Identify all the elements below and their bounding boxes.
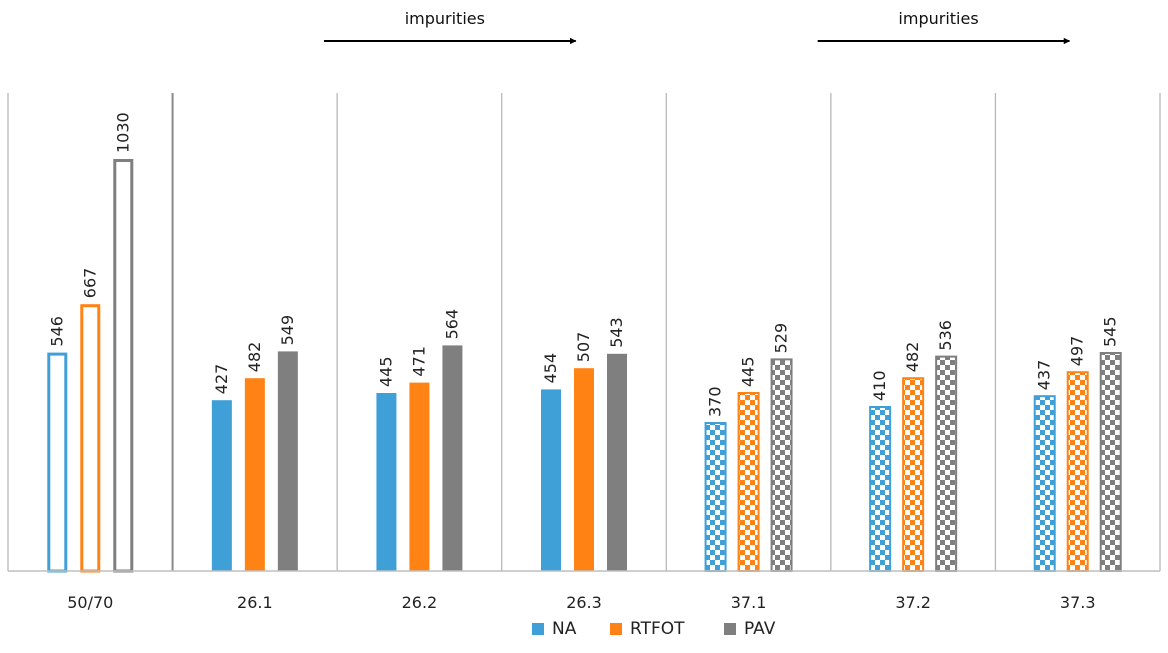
bar-pav-26-3 [607,353,627,571]
value-label-rtfot-37-3: 497 [1068,336,1087,367]
bar-pav-50-70 [113,159,134,573]
value-label-pav-37-3: 545 [1101,316,1120,347]
value-label-rtfot-50-70: 667 [80,268,99,299]
value-label-na-26-3: 454 [541,353,560,384]
value-label-na-37-3: 437 [1035,360,1054,391]
value-label-pav-37-2: 536 [936,320,955,351]
bar-na-26-1 [211,400,232,571]
bar-rtfot-26-1 [244,378,265,571]
value-label-pav-26-2: 564 [442,309,461,340]
legend-label-pav: PAV [744,619,776,639]
bar-na-26-3 [541,389,561,571]
value-label-na-50-70: 546 [47,316,66,347]
category-label-37-3: 37.3 [1060,593,1096,612]
category-label-26-1: 26.1 [237,593,273,612]
bars [47,159,1122,573]
value-label-pav-26-3: 543 [607,317,626,348]
bar-pav-37-2 [935,355,958,572]
value-labels: 546 667 1030 427 482 549 445 471 564 454 507 543 370… [47,112,1119,417]
bar-pav-37-1 [770,358,793,572]
bar-rtfot-26-3 [574,368,594,571]
impurities-label-2: impurities [898,9,978,28]
value-label-pav-37-1: 529 [772,323,791,354]
value-label-na-37-1: 370 [706,386,725,417]
legend-label-rtfot: RTFOT [630,619,685,639]
category-label-37-1: 37.1 [731,593,767,612]
category-label-26-2: 26.2 [402,593,438,612]
bar-pav-26-2 [442,345,463,571]
bar-rtfot-37-3 [1066,371,1089,573]
bar-na-37-3 [1033,395,1056,573]
legend-label-na: NA [552,619,577,639]
value-label-rtfot-26-1: 482 [245,342,264,373]
bar-rtfot-26-2 [409,382,430,571]
bar-na-50-70 [47,352,68,573]
category-separators [7,93,1161,571]
annotations: impurities impurities [323,9,1071,45]
value-label-na-26-1: 427 [212,364,231,395]
bar-pav-26-1 [277,351,298,571]
bar-rtfot-37-2 [902,377,925,573]
value-label-rtfot-26-3: 507 [574,332,593,363]
category-labels: 50/70 26.1 26.2 26.3 37.1 37.2 37.3 [67,593,1095,612]
impurities-label-1: impurities [405,9,485,28]
value-label-rtfot-37-1: 445 [739,356,758,387]
value-label-pav-26-1: 549 [278,315,297,346]
bar-na-26-2 [376,393,397,571]
value-label-na-26-2: 445 [376,356,395,387]
legend: NA RTFOT PAV [532,619,776,639]
bar-rtfot-50-70 [80,304,101,573]
value-label-rtfot-37-2: 482 [903,342,922,373]
legend-swatch-rtfot [610,623,622,635]
bar-na-37-2 [869,406,892,572]
bar-pav-37-3 [1099,352,1122,572]
value-label-pav-50-70: 1030 [113,112,132,153]
category-label-50-70: 50/70 [67,593,113,612]
value-label-na-37-2: 410 [870,370,889,401]
value-label-rtfot-26-2: 471 [409,346,428,377]
bar-na-37-1 [704,422,727,572]
legend-swatch-pav [724,623,736,635]
category-label-26-3: 26.3 [566,593,602,612]
legend-swatch-na [532,623,544,635]
bar-rtfot-37-1 [737,392,760,572]
category-label-37-2: 37.2 [895,593,931,612]
